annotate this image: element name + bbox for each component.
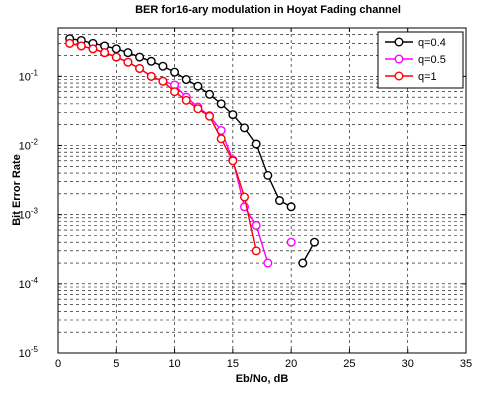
data-point (205, 111, 215, 121)
data-point (298, 258, 308, 268)
plot-frame (57, 27, 467, 354)
x-tick-label: 10 (168, 358, 180, 370)
legend-marker (394, 54, 404, 64)
data-point (181, 95, 191, 105)
data-point (193, 104, 203, 114)
data-point (286, 202, 296, 212)
y-ticks: 10-1 10-2 10-3 10-4 10-5 (19, 68, 466, 360)
x-tick-label: 5 (113, 358, 119, 370)
legend-label: q=0.5 (418, 54, 446, 66)
x-ticks: 0 5 10 15 20 25 30 35 (55, 28, 472, 370)
data-point (251, 220, 261, 230)
x-tick-label: 15 (227, 358, 239, 370)
data-point (228, 156, 238, 166)
series-q-1 (65, 38, 261, 256)
legend-label: q=0.4 (418, 37, 446, 49)
chart-title: BER for16-ary modulation in Hoyat Fading… (135, 4, 401, 16)
data-point (76, 41, 86, 51)
data-point (100, 48, 110, 58)
data-point (170, 87, 180, 97)
y-axis-label: Bit Error Rate (11, 154, 23, 226)
data-point (251, 246, 261, 256)
legend: q=0.4 q=0.5 q=1 (377, 31, 464, 89)
x-tick-label: 25 (343, 358, 355, 370)
data-point (123, 48, 133, 58)
data-point (135, 63, 145, 73)
x-axis-label: Eb/No, dB (236, 373, 289, 385)
x-tick-label: 0 (55, 358, 61, 370)
y-tick-label: 10-3 (19, 207, 39, 222)
x-tick-label: 20 (285, 358, 297, 370)
data-point (158, 76, 168, 86)
data-point (158, 61, 168, 71)
x-tick-label: 30 (402, 358, 414, 370)
data-point (274, 196, 284, 206)
data-point (263, 170, 273, 180)
data-point (309, 237, 319, 247)
data-point (286, 237, 296, 247)
data-point (240, 123, 250, 133)
legend-marker (394, 71, 404, 81)
data-point (193, 81, 203, 91)
data-point (228, 110, 238, 120)
y-tick-label: 10-2 (19, 138, 39, 153)
data-point (146, 56, 156, 66)
y-tick-label: 10-4 (19, 276, 39, 291)
y-tick-label: 10-1 (19, 68, 39, 83)
x-tick-label: 35 (460, 358, 472, 370)
data-point (111, 52, 121, 62)
data-point (216, 134, 226, 144)
series-layer (65, 34, 319, 268)
legend-marker (394, 37, 404, 47)
data-point (123, 57, 133, 67)
legend-label: q=1 (418, 71, 437, 83)
y-tick-label: 10-5 (19, 345, 39, 360)
data-point (181, 75, 191, 85)
data-point (251, 139, 261, 149)
data-point (111, 44, 121, 54)
data-point (170, 67, 180, 77)
data-point (65, 38, 75, 48)
data-point (146, 71, 156, 81)
data-point (240, 192, 250, 202)
data-point (263, 258, 273, 268)
data-point (205, 89, 215, 99)
data-point (216, 99, 226, 109)
data-point (135, 52, 145, 62)
data-point (88, 44, 98, 54)
series-q-0-4 (65, 34, 319, 268)
